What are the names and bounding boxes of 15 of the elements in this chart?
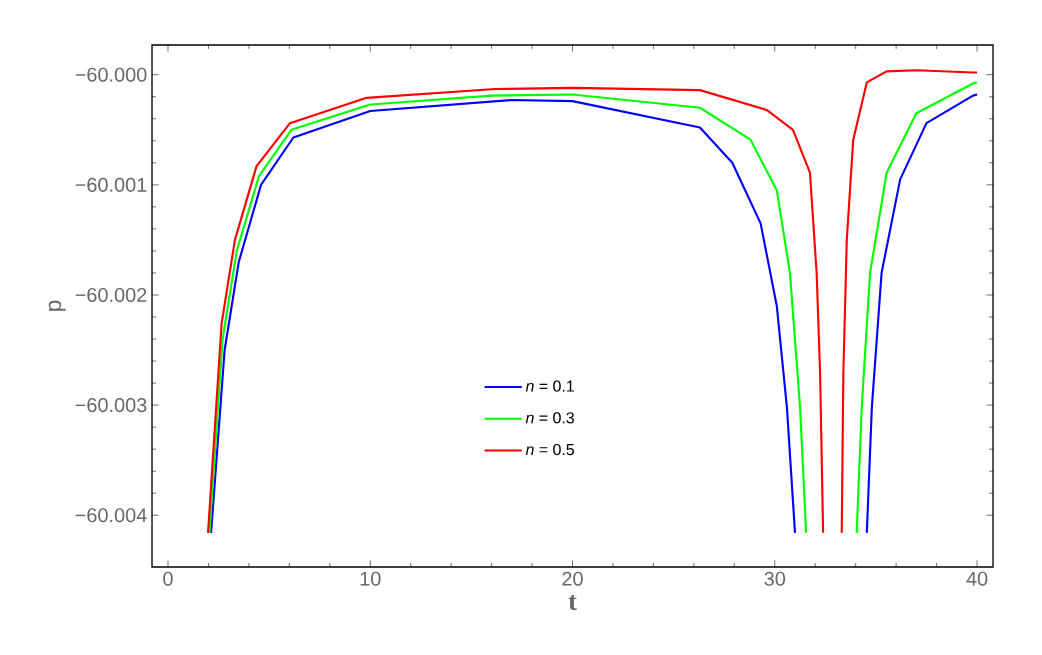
legend-label: n = 0.1	[525, 380, 574, 392]
y-tick-label: −60.001	[75, 177, 147, 192]
y-tick-label: −60.000	[75, 67, 147, 82]
x-tick-label: 0	[163, 571, 173, 586]
y-tick-label: −60.003	[75, 398, 147, 413]
legend-label: n = 0.5	[525, 443, 575, 456]
x-tick-label: 20	[562, 571, 583, 586]
legend-label: n = 0.3	[525, 412, 574, 424]
x-axis-title: t	[568, 594, 577, 611]
x-tick-label: 40	[966, 571, 988, 586]
y-tick-label: −60.004	[75, 508, 147, 523]
y-axis-title: p	[48, 300, 66, 311]
y-tick-label: −60.002	[75, 287, 147, 303]
x-tick-label: 30	[764, 571, 786, 586]
x-tick-label: 10	[360, 571, 381, 586]
